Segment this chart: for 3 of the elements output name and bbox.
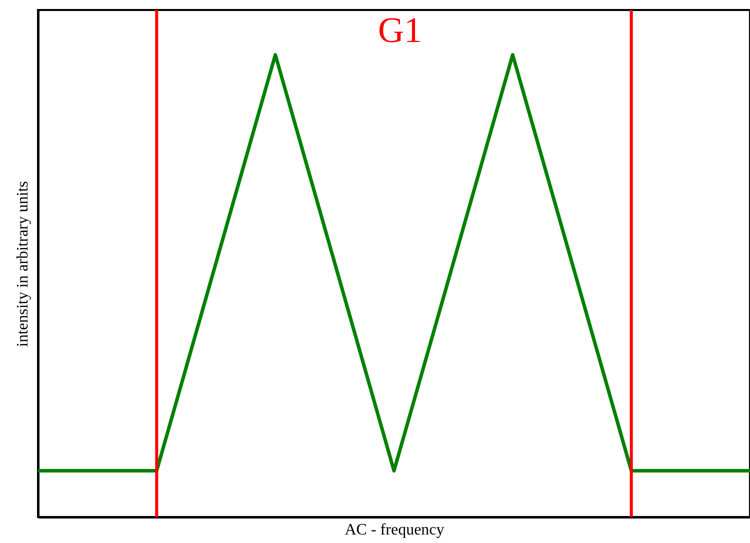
chart-title: G1 xyxy=(378,10,422,50)
x-axis-title: AC - frequency xyxy=(344,522,444,538)
y-axis-title: intensity in arbitrary units xyxy=(14,181,32,347)
